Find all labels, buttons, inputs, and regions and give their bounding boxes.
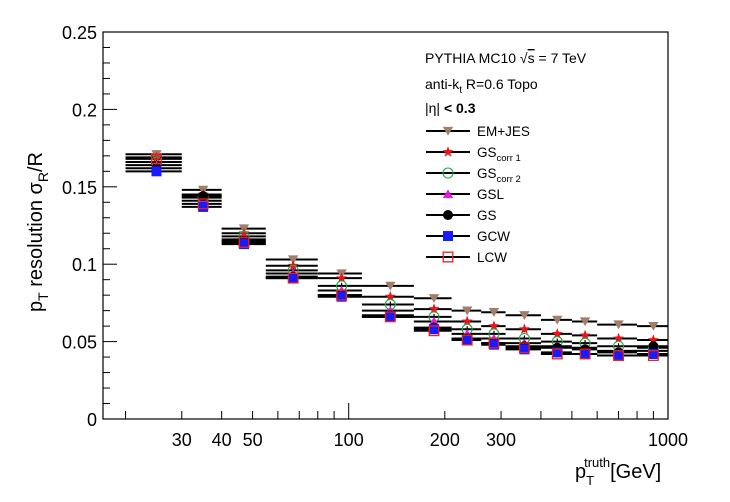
data-point xyxy=(461,315,473,327)
annotation-generator: PYTHIA MC10 √s = 7 TeV xyxy=(425,50,587,66)
data-point xyxy=(551,328,563,339)
y-axis-title: pT resolution σR/R xyxy=(25,152,51,312)
legend-label: GScorr 2 xyxy=(477,166,521,185)
data-point xyxy=(613,332,625,344)
data-point xyxy=(336,291,347,302)
legend-label: GS xyxy=(477,208,497,223)
data-point xyxy=(518,323,530,334)
data-point xyxy=(552,315,563,325)
legend-marker xyxy=(443,210,453,220)
data-point xyxy=(336,272,348,283)
legend-entry: GSL xyxy=(426,187,505,202)
data-point xyxy=(462,335,473,346)
legend-label: GScorr 1 xyxy=(477,145,521,164)
data-point xyxy=(151,166,162,177)
x-axis-title: pTtruth[GeV] xyxy=(575,455,661,488)
legend-entry: LCW xyxy=(426,250,507,265)
data-point xyxy=(287,255,299,265)
legend-marker xyxy=(442,251,454,263)
y-tick-label: 0 xyxy=(87,410,97,430)
data-point xyxy=(429,324,440,335)
data-point xyxy=(238,237,250,248)
data-point xyxy=(579,329,591,341)
legend-entry: GCW xyxy=(426,229,510,244)
data-point xyxy=(384,311,396,323)
x-tick-label: 40 xyxy=(212,430,232,450)
data-point xyxy=(287,272,299,284)
x-tick-label: 30 xyxy=(172,430,192,450)
data-point xyxy=(238,227,250,238)
legend-label: GCW xyxy=(477,229,510,244)
data-point xyxy=(613,350,624,361)
data-point xyxy=(488,320,500,331)
legend-label: LCW xyxy=(477,250,507,265)
y-tick-label: 0.2 xyxy=(72,100,97,120)
data-point xyxy=(488,337,500,349)
data-point xyxy=(647,334,659,345)
data-point xyxy=(488,308,500,317)
data-point xyxy=(385,311,396,322)
data-point xyxy=(519,311,530,320)
data-point xyxy=(461,306,473,316)
data-point xyxy=(552,347,563,358)
annotation-algorithm: anti-kt R=0.6 Topo xyxy=(425,76,538,96)
y-tick-label: 0.1 xyxy=(72,255,97,275)
x-tick-label: 1000 xyxy=(648,430,688,450)
legend: EM+JES GScorr 1 GScorr 2 GSL GS GCW LCW xyxy=(426,124,530,265)
legend-marker xyxy=(442,189,454,199)
data-point xyxy=(428,294,440,303)
data-point xyxy=(198,201,209,212)
data-point xyxy=(336,289,348,301)
x-tick-label: 100 xyxy=(334,430,364,450)
data-point xyxy=(151,153,162,165)
chart-marks xyxy=(125,150,668,361)
legend-marker xyxy=(442,167,454,179)
data-point xyxy=(648,348,659,359)
data-point xyxy=(288,273,299,284)
data-point xyxy=(428,325,440,337)
legend-entry: EM+JES xyxy=(426,124,530,139)
chart-axes: 0 0.05 0.1 0.15 0.2 0.25 30 40 50 100 200 300 1000 xyxy=(62,23,688,450)
data-point xyxy=(488,339,499,350)
data-point xyxy=(648,321,659,331)
data-point xyxy=(579,348,591,360)
data-point xyxy=(613,320,624,330)
y-tick-label: 0.25 xyxy=(62,23,97,43)
data-point xyxy=(519,344,530,355)
legend-label: EM+JES xyxy=(477,124,530,139)
x-tick-label: 50 xyxy=(243,430,263,450)
data-point xyxy=(518,342,530,354)
data-point xyxy=(428,303,440,314)
x-tick-label: 200 xyxy=(430,430,460,450)
legend-label: GSL xyxy=(477,187,505,202)
data-point xyxy=(197,198,209,210)
legend-marker xyxy=(442,126,454,136)
data-point xyxy=(580,348,591,359)
legend-marker xyxy=(443,231,453,241)
x-tick-label: 300 xyxy=(486,430,516,450)
y-tick-label: 0.05 xyxy=(62,333,97,353)
data-point xyxy=(579,317,591,327)
data-point xyxy=(239,239,250,250)
annotation-eta-cut: |η| < 0.3 xyxy=(425,100,476,116)
legend-marker xyxy=(442,146,454,157)
data-point xyxy=(647,350,659,361)
data-point xyxy=(385,281,396,291)
data-point xyxy=(384,290,396,302)
legend-entry: GS xyxy=(426,208,497,223)
legend-entry: GScorr 1 xyxy=(426,145,521,164)
data-point xyxy=(613,350,624,361)
data-point xyxy=(461,334,473,346)
y-tick-label: 0.15 xyxy=(62,178,97,198)
data-point xyxy=(648,341,659,352)
legend-entry: GScorr 2 xyxy=(426,166,521,185)
plot-frame xyxy=(102,31,669,420)
data-point xyxy=(551,348,563,360)
